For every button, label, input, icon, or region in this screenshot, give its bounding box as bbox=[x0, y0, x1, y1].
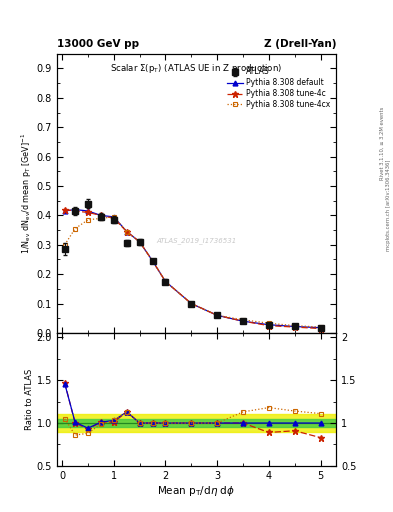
Pythia 8.308 tune-4cx bbox=[163, 279, 168, 285]
Pythia 8.308 tune-4cx bbox=[215, 312, 220, 318]
Pythia 8.308 tune-4cx bbox=[99, 215, 103, 221]
Text: Scalar $\Sigma$(p$_\mathregular{T}$) (ATLAS UE in Z production): Scalar $\Sigma$(p$_\mathregular{T}$) (AT… bbox=[110, 62, 283, 75]
Pythia 8.308 default bbox=[137, 239, 142, 245]
X-axis label: Mean p$_\mathrm{T}$/d$\eta$ d$\phi$: Mean p$_\mathrm{T}$/d$\eta$ d$\phi$ bbox=[158, 483, 235, 498]
Pythia 8.308 default bbox=[266, 322, 271, 328]
Pythia 8.308 tune-4c bbox=[163, 279, 168, 285]
Text: mcplots.cern.ch [arXiv:1306.3436]: mcplots.cern.ch [arXiv:1306.3436] bbox=[386, 159, 391, 250]
Text: 13000 GeV pp: 13000 GeV pp bbox=[57, 38, 139, 49]
Pythia 8.308 tune-4cx bbox=[86, 217, 90, 223]
Pythia 8.308 tune-4c bbox=[73, 208, 77, 214]
Legend: ATLAS, Pythia 8.308 default, Pythia 8.308 tune-4c, Pythia 8.308 tune-4cx: ATLAS, Pythia 8.308 default, Pythia 8.30… bbox=[225, 66, 332, 111]
Pythia 8.308 tune-4c bbox=[125, 228, 129, 234]
Pythia 8.308 tune-4c bbox=[112, 215, 116, 221]
Pythia 8.308 default bbox=[163, 279, 168, 285]
Text: Rivet 3.1.10, ≥ 3.2M events: Rivet 3.1.10, ≥ 3.2M events bbox=[380, 106, 384, 180]
Pythia 8.308 default bbox=[62, 208, 67, 214]
Pythia 8.308 tune-4c bbox=[150, 258, 155, 264]
Pythia 8.308 tune-4c bbox=[241, 318, 245, 324]
Pythia 8.308 tune-4cx bbox=[112, 214, 116, 220]
Pythia 8.308 tune-4cx bbox=[73, 226, 77, 232]
Pythia 8.308 tune-4cx bbox=[137, 239, 142, 245]
Pythia 8.308 default bbox=[99, 212, 103, 219]
Pythia 8.308 default bbox=[150, 258, 155, 264]
Pythia 8.308 tune-4c bbox=[292, 324, 297, 330]
Pythia 8.308 tune-4cx bbox=[292, 323, 297, 329]
Pythia 8.308 tune-4c bbox=[137, 239, 142, 245]
Pythia 8.308 tune-4c bbox=[86, 209, 90, 216]
Line: Pythia 8.308 tune-4cx: Pythia 8.308 tune-4cx bbox=[62, 215, 323, 330]
Pythia 8.308 tune-4c bbox=[99, 212, 103, 219]
Pythia 8.308 default bbox=[112, 214, 116, 220]
Line: Pythia 8.308 default: Pythia 8.308 default bbox=[62, 207, 323, 330]
Pythia 8.308 default bbox=[318, 325, 323, 331]
Pythia 8.308 default bbox=[292, 324, 297, 330]
Pythia 8.308 default bbox=[189, 301, 194, 307]
Y-axis label: Ratio to ATLAS: Ratio to ATLAS bbox=[25, 369, 34, 430]
Bar bbox=[57, 414, 336, 432]
Pythia 8.308 tune-4cx bbox=[62, 242, 67, 248]
Text: ATLAS_2019_I1736531: ATLAS_2019_I1736531 bbox=[156, 238, 237, 244]
Pythia 8.308 tune-4cx bbox=[189, 301, 194, 307]
Pythia 8.308 tune-4c bbox=[189, 301, 194, 307]
Pythia 8.308 tune-4cx bbox=[266, 320, 271, 326]
Bar bbox=[57, 419, 336, 428]
Pythia 8.308 default bbox=[241, 318, 245, 324]
Pythia 8.308 tune-4c bbox=[62, 206, 67, 212]
Pythia 8.308 default bbox=[86, 208, 90, 214]
Pythia 8.308 default bbox=[73, 206, 77, 212]
Pythia 8.308 tune-4cx bbox=[241, 316, 245, 323]
Pythia 8.308 tune-4c bbox=[215, 312, 220, 318]
Pythia 8.308 default bbox=[215, 312, 220, 318]
Text: Z (Drell-Yan): Z (Drell-Yan) bbox=[264, 38, 336, 49]
Pythia 8.308 tune-4c bbox=[318, 326, 323, 332]
Pythia 8.308 tune-4cx bbox=[318, 324, 323, 330]
Pythia 8.308 default bbox=[125, 228, 129, 234]
Line: Pythia 8.308 tune-4c: Pythia 8.308 tune-4c bbox=[62, 206, 324, 332]
Pythia 8.308 tune-4cx bbox=[150, 258, 155, 264]
Y-axis label: 1/N$_\mathrm{ev}$ dN$_\mathrm{ev}$/d mean p$_\mathrm{T}$ [GeV]$^{-1}$: 1/N$_\mathrm{ev}$ dN$_\mathrm{ev}$/d mea… bbox=[20, 133, 34, 254]
Pythia 8.308 tune-4cx bbox=[125, 228, 129, 234]
Pythia 8.308 tune-4c bbox=[266, 323, 271, 329]
